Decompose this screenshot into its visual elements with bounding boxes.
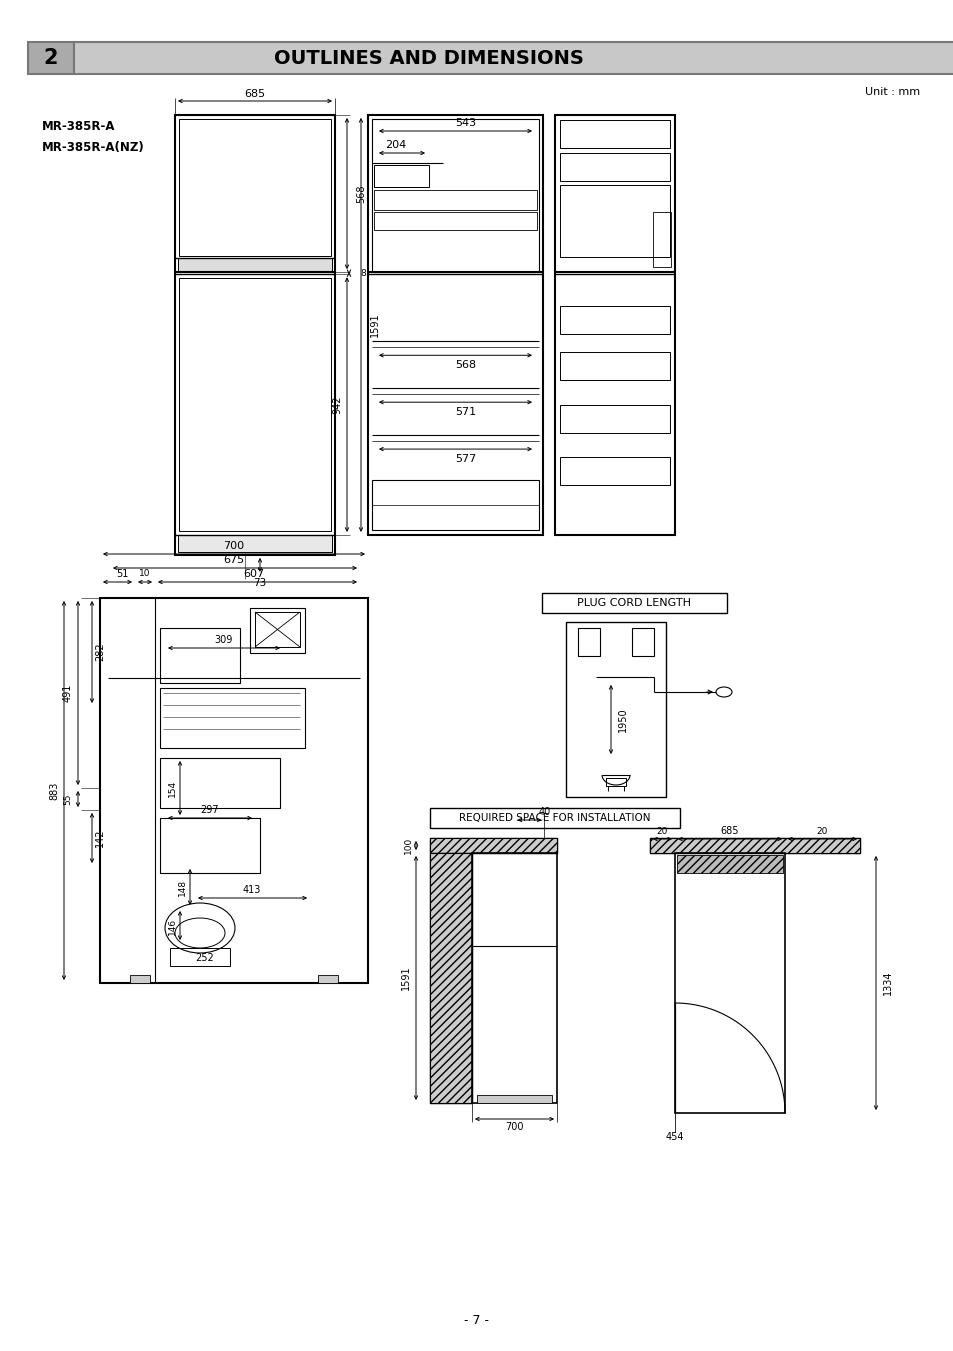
Bar: [254, 612, 299, 647]
Bar: [178, 258, 332, 272]
Text: 1591: 1591: [400, 966, 411, 990]
Text: 607: 607: [243, 569, 264, 580]
Text: MR-385R-A: MR-385R-A: [42, 119, 115, 132]
Text: 700: 700: [223, 540, 244, 551]
Text: 577: 577: [455, 454, 476, 465]
Bar: [160, 817, 260, 873]
Text: Unit : mm: Unit : mm: [864, 86, 919, 97]
Bar: [649, 838, 859, 852]
Bar: [368, 115, 542, 535]
Text: 568: 568: [455, 361, 476, 370]
Text: PLUG CORD LENGTH: PLUG CORD LENGTH: [577, 598, 691, 608]
Text: 10: 10: [139, 570, 151, 578]
Text: OUTLINES AND DIMENSIONS: OUTLINES AND DIMENSIONS: [274, 49, 583, 68]
Bar: [28, 42, 74, 74]
Bar: [565, 621, 665, 797]
Bar: [179, 278, 331, 531]
Text: 8: 8: [359, 269, 366, 278]
Bar: [555, 115, 675, 535]
Bar: [160, 758, 280, 808]
Bar: [372, 480, 538, 530]
Text: 51: 51: [115, 569, 128, 580]
Text: 413: 413: [243, 885, 261, 894]
Text: 491: 491: [63, 684, 73, 703]
Text: 55: 55: [64, 793, 72, 805]
Bar: [559, 353, 669, 381]
Text: 700: 700: [505, 1121, 523, 1132]
Text: 100: 100: [403, 836, 412, 854]
Text: 204: 204: [385, 141, 406, 150]
Bar: [430, 838, 557, 852]
Text: 2: 2: [44, 49, 58, 68]
Text: 1950: 1950: [618, 707, 627, 732]
Text: 146: 146: [168, 917, 176, 935]
Text: 40: 40: [537, 807, 550, 817]
Bar: [559, 305, 669, 334]
Text: 297: 297: [200, 805, 219, 815]
Bar: [100, 598, 368, 984]
Bar: [559, 120, 669, 149]
Bar: [430, 838, 557, 852]
Bar: [374, 190, 537, 209]
Bar: [476, 1096, 552, 1102]
Bar: [160, 628, 240, 684]
Text: 282: 282: [95, 643, 105, 661]
Text: 568: 568: [355, 184, 366, 203]
Bar: [130, 975, 150, 984]
Bar: [541, 593, 726, 613]
Text: 883: 883: [49, 781, 59, 800]
Text: 1591: 1591: [370, 312, 379, 338]
Text: 154: 154: [168, 780, 176, 797]
Bar: [430, 852, 472, 1102]
Text: 685: 685: [720, 825, 739, 836]
Bar: [178, 535, 332, 551]
Bar: [250, 608, 305, 653]
Text: 73: 73: [253, 578, 266, 588]
Text: 454: 454: [665, 1132, 683, 1142]
Text: 571: 571: [455, 407, 476, 417]
Text: REQUIRED SPACE FOR INSTALLATION: REQUIRED SPACE FOR INSTALLATION: [458, 813, 650, 823]
Text: 20: 20: [816, 827, 827, 835]
Text: 685: 685: [244, 89, 265, 99]
Bar: [559, 185, 669, 257]
Text: 252: 252: [195, 952, 214, 963]
Bar: [74, 42, 953, 74]
Bar: [170, 948, 230, 966]
Bar: [472, 852, 557, 1102]
Text: 20: 20: [656, 827, 667, 835]
Bar: [559, 457, 669, 485]
Bar: [430, 808, 679, 828]
Text: - 7 -: - 7 -: [464, 1313, 489, 1327]
Bar: [179, 119, 331, 257]
Bar: [559, 404, 669, 432]
Bar: [649, 838, 859, 852]
Text: 543: 543: [455, 118, 476, 128]
Text: 675: 675: [223, 555, 244, 565]
Bar: [559, 153, 669, 181]
Text: 148: 148: [177, 878, 186, 896]
Bar: [174, 115, 335, 555]
Bar: [317, 975, 337, 984]
Bar: [374, 212, 537, 230]
Bar: [578, 628, 599, 657]
Bar: [605, 778, 625, 786]
Text: 942: 942: [332, 396, 341, 413]
Bar: [372, 119, 538, 272]
Bar: [374, 165, 429, 186]
Text: MR-385R-A(NZ): MR-385R-A(NZ): [42, 142, 145, 154]
Bar: [631, 628, 654, 657]
Bar: [675, 852, 784, 1113]
Text: 309: 309: [214, 635, 233, 644]
Text: 1334: 1334: [882, 971, 892, 996]
Text: 142: 142: [95, 828, 105, 847]
Bar: [652, 212, 670, 267]
Bar: [160, 688, 305, 748]
Bar: [677, 855, 782, 873]
Bar: [430, 852, 472, 1102]
